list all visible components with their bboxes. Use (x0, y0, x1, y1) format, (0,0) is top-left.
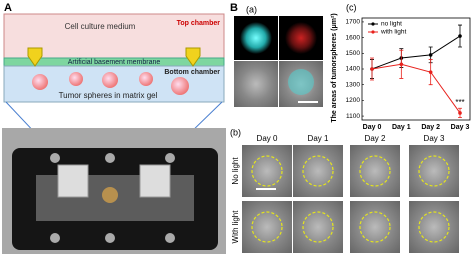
legend-marker (371, 22, 375, 26)
y-tick-label: 1100 (346, 113, 360, 120)
spheres-label: Tumor spheres in matrix gel (59, 91, 158, 100)
legend-marker (371, 30, 375, 34)
x-tick-label: Day 1 (392, 124, 411, 131)
legend-label: no light (381, 21, 402, 28)
micro-image (242, 201, 292, 253)
tumor-outline (359, 155, 391, 187)
tumor-outline (302, 155, 334, 187)
panel-label: A (4, 2, 12, 14)
y-axis-label: The areas of tumorspheres (μm²) (331, 13, 338, 122)
tumor-outline (418, 211, 450, 243)
column-label: Day 0 (257, 134, 278, 143)
spheres (32, 72, 189, 95)
cube (57, 164, 89, 198)
column-label: Day 2 (365, 134, 386, 143)
series-line (371, 63, 461, 114)
chamber-label: Top chamber (177, 20, 221, 27)
tumor-outline (418, 155, 450, 187)
micro-image (293, 201, 343, 253)
annotation: *** (455, 98, 464, 107)
merge-blob (288, 69, 314, 95)
medium-label: Cell culture medium (65, 22, 136, 31)
sub-label: (b) (230, 127, 241, 137)
series-line (371, 35, 461, 70)
point (428, 53, 433, 57)
point (370, 67, 374, 71)
membrane-label: Artificial basement membrane (68, 59, 161, 66)
point (399, 62, 404, 67)
tumor-outline (359, 211, 391, 243)
sub-label: (a) (246, 4, 257, 14)
fluor-blob (285, 22, 317, 54)
point (458, 34, 462, 38)
chart-title: (c) (346, 2, 357, 12)
micro-image (409, 145, 459, 197)
chart: (c) The areas of tumorspheres (μm²) 1100… (331, 2, 471, 131)
y-tick-label: 1600 (346, 34, 361, 41)
y-tick-label: 1200 (346, 97, 361, 104)
y-tick-label: 1500 (346, 50, 361, 57)
panel-b: B (a) (230, 2, 323, 107)
y-tick-label: 1300 (346, 81, 361, 88)
port (185, 47, 201, 67)
column-label: Day 3 (424, 134, 445, 143)
coin (102, 187, 118, 203)
x-tick-label: Day 0 (363, 124, 382, 131)
tumor-outline (251, 155, 283, 187)
fluor-blob (240, 22, 272, 54)
row-label: No light (231, 157, 240, 185)
row-label: With light (231, 210, 240, 244)
panel-label: B (230, 2, 238, 14)
micro-image (350, 201, 400, 253)
screws (50, 153, 175, 243)
micro-image (409, 201, 459, 253)
panel-a: A Cell culture medium Top chamber Artifi… (2, 2, 226, 254)
port (27, 47, 43, 67)
cube (139, 164, 171, 198)
tumor-outline (302, 211, 334, 243)
point (458, 111, 462, 115)
y-tick-label: 1400 (346, 66, 361, 73)
tumor-outline (251, 211, 283, 243)
chamber-label: Bottom chamber (164, 69, 220, 76)
bright-image (234, 61, 278, 107)
point (428, 70, 433, 74)
x-tick-label: Day 3 (451, 124, 470, 131)
x-tick-label: Day 2 (421, 124, 440, 131)
y-tick-label: 1700 (346, 19, 361, 26)
panel-b-grid: (b) Day 0 Day 1 Day 2 Day 3 No light With lig… (230, 127, 459, 253)
micro-image (350, 145, 400, 197)
micro-image (293, 145, 343, 197)
legend-label: with light (380, 29, 406, 36)
column-label: Day 1 (308, 134, 329, 143)
